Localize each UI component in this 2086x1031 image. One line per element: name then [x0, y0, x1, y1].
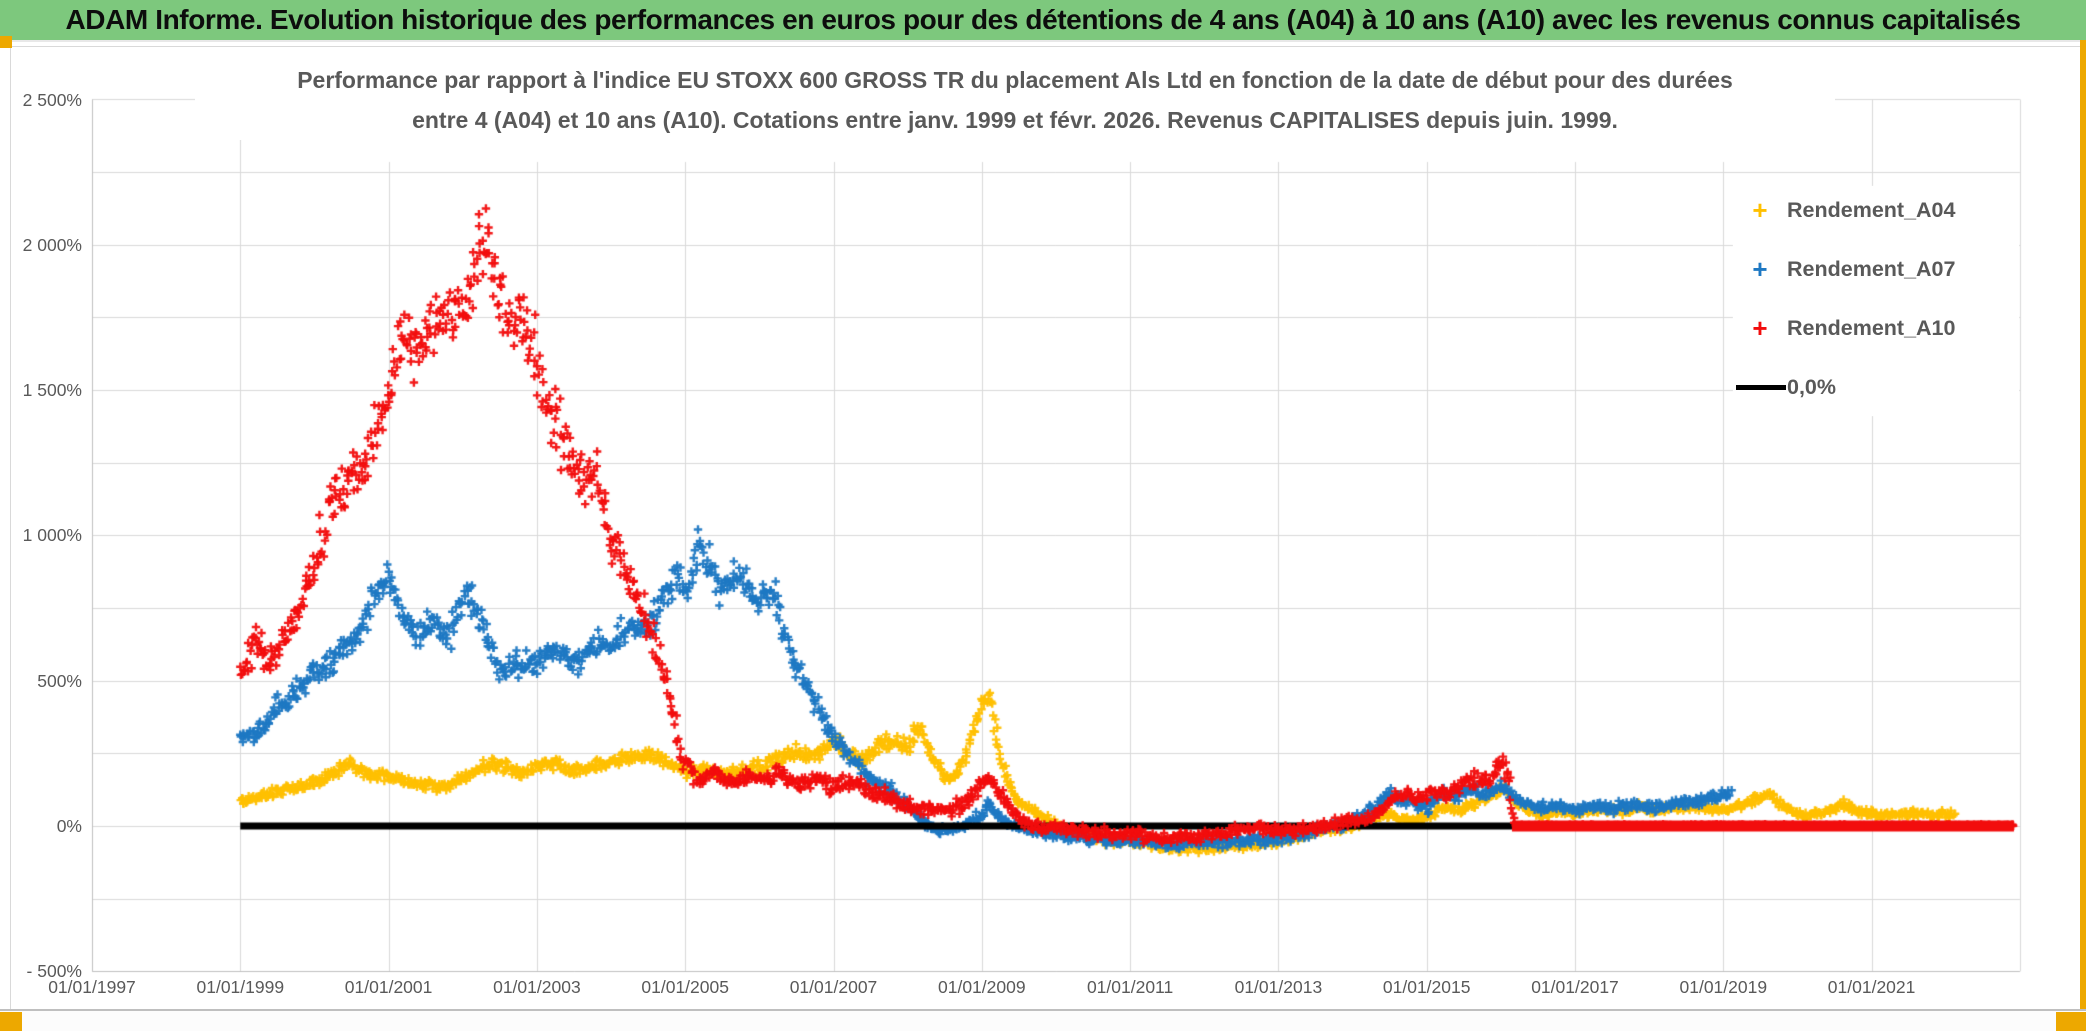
chart-title-line1: Performance par rapport à l'indice EU ST… [297, 67, 1733, 93]
top-left-accent [0, 36, 12, 48]
legend-line-marker [1736, 384, 1786, 390]
y-tick-label: 1 500% [22, 380, 82, 401]
y-tick-label: 500% [37, 670, 82, 691]
x-tick-label: 01/01/2021 [1827, 977, 1916, 997]
legend-item-rendement-a10: + Rendement_A10 [1733, 308, 2019, 348]
x-tick-label: 01/01/1997 [48, 977, 136, 997]
y-tick-label: 2 500% [22, 89, 82, 110]
legend-label: Rendement_A07 [1787, 256, 1956, 281]
legend-plus-marker: + [1752, 313, 1768, 343]
legend-item-rendement-a04: + Rendement_A04 [1733, 190, 2019, 230]
x-tick-label: 01/01/2001 [344, 977, 433, 997]
x-tick-label: 01/01/2017 [1531, 977, 1619, 997]
legend-plus-marker: + [1752, 195, 1768, 225]
x-tick-label: 01/01/2013 [1234, 977, 1323, 997]
legend-label: 0,0% [1787, 374, 1837, 399]
x-tick-label: 01/01/2011 [1086, 977, 1174, 997]
bottom-strip [0, 1009, 2086, 1031]
legend-label: Rendement_A10 [1787, 315, 1956, 340]
legend-label: Rendement_A04 [1787, 197, 1956, 222]
bottom-right-accent [2056, 1012, 2086, 1031]
x-tick-label: 01/01/2003 [493, 977, 581, 997]
y-tick-label: - 500% [26, 961, 82, 982]
y-tick-label: 1 000% [22, 525, 82, 546]
chart-title-line2: entre 4 (A04) et 10 ans (A10). Cotations… [412, 107, 1618, 133]
y-tick-label: 2 000% [22, 234, 82, 255]
y-tick-label: 0% [56, 816, 82, 836]
x-tick-label: 01/01/2005 [641, 977, 729, 997]
chart-legend: + Rendement_A04 + Rendement_A07 + Rendement_A… [1733, 186, 2019, 416]
bottom-left-accent [0, 1012, 22, 1031]
x-tick-label: 01/01/2019 [1679, 977, 1768, 997]
x-tick-label: 01/01/2015 [1382, 977, 1471, 997]
right-edge-accent [2080, 40, 2086, 1031]
chart-title: Performance par rapport à l'indice EU ST… [195, 60, 1835, 140]
x-tick-label: 01/01/2007 [789, 977, 878, 997]
legend-item-0-0-: 0,0% [1733, 367, 2019, 407]
x-tick-label: 01/01/1999 [196, 977, 285, 997]
legend-plus-marker: + [1752, 254, 1768, 284]
legend-item-rendement-a07: + Rendement_A07 [1733, 249, 2019, 289]
x-tick-label: 01/01/2009 [938, 977, 1026, 997]
